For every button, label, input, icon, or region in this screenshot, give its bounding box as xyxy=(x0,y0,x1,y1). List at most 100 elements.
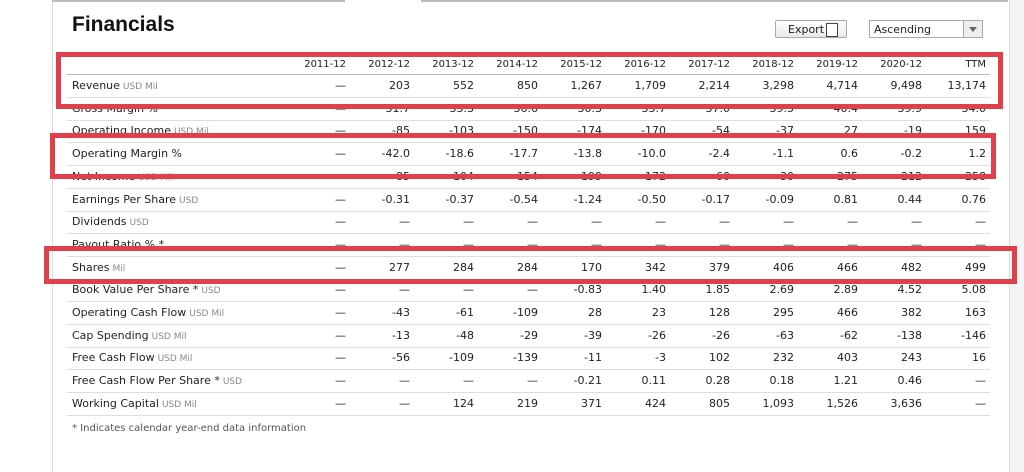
separator xyxy=(67,392,990,394)
separator xyxy=(67,233,990,235)
cell-value: -3 xyxy=(655,351,666,365)
export-button[interactable]: Export xyxy=(775,20,847,38)
cell-value: — xyxy=(335,215,346,229)
cell-value: -0.54 xyxy=(509,192,538,206)
cell-value: — xyxy=(399,237,410,251)
row-label: Free Cash Flow USD Mil xyxy=(72,351,192,366)
cell-value: — xyxy=(527,237,538,251)
cell-value: -18.6 xyxy=(445,147,474,161)
cell-value: 9,498 xyxy=(890,79,923,92)
cell-value: -61 xyxy=(456,306,474,319)
cell-value: 0.44 xyxy=(897,192,923,206)
cell-value: — xyxy=(847,215,858,229)
cell-value: 0.11 xyxy=(641,374,667,388)
row-label: Operating Margin % xyxy=(72,147,182,161)
cell-value: -26 xyxy=(712,328,730,342)
title: Financials xyxy=(72,13,175,36)
tab-line xyxy=(52,0,1008,2)
cell-value: 4.52 xyxy=(897,283,923,297)
cell-value: 0.81 xyxy=(833,192,859,206)
cell-value: 4,714 xyxy=(826,79,859,92)
cell-value: -26 xyxy=(648,328,666,342)
cell-value: 2.69 xyxy=(769,283,795,297)
unit: USD Mil xyxy=(161,399,197,410)
cell-value: 2.89 xyxy=(833,283,859,297)
label: Revenue xyxy=(72,79,120,92)
cell-value: -0.83 xyxy=(573,283,602,297)
cell-value: -0.37 xyxy=(445,192,474,206)
cell-value: 552 xyxy=(453,79,474,92)
cell-value: 466 xyxy=(837,306,858,319)
separator xyxy=(67,210,990,212)
column-header: 2013-12 xyxy=(432,59,474,70)
cell-value: 499 xyxy=(965,260,986,274)
cell-value: 1.40 xyxy=(641,283,667,297)
cell-value: 284 xyxy=(453,260,474,274)
column-header: 2019-12 xyxy=(816,59,858,70)
cell-value: -48 xyxy=(456,328,474,342)
cell-value: 406 xyxy=(773,260,794,274)
cell-value: -0.09 xyxy=(765,192,794,206)
separator xyxy=(67,97,990,98)
column-header: 2012-12 xyxy=(368,59,410,70)
cell-value: 382 xyxy=(901,306,922,319)
label: Earnings Per Share xyxy=(72,192,177,206)
row-label: Operating Cash Flow USD Mil xyxy=(72,306,224,321)
cell-value: — xyxy=(975,215,986,229)
row-label: Dividends USD xyxy=(72,215,149,230)
cell-value: — xyxy=(463,283,474,297)
row-label: Earnings Per Share USD xyxy=(72,193,198,208)
cell-value: -10.0 xyxy=(637,147,666,161)
label: Operating Cash Flow xyxy=(72,306,187,319)
column-header: TTM xyxy=(965,59,986,70)
separator xyxy=(67,369,990,371)
tab xyxy=(344,0,422,2)
cell-value: — xyxy=(399,283,410,297)
label: Operating Margin % xyxy=(72,147,183,161)
cell-value: 2,214 xyxy=(698,79,731,92)
cell-value: -42.0 xyxy=(381,147,410,161)
separator xyxy=(67,301,990,303)
row-label: Revenue USD Mil xyxy=(72,79,158,94)
cell-value: 342 xyxy=(645,260,666,274)
cell-value: — xyxy=(975,237,986,251)
unit: Mil xyxy=(112,263,126,274)
cell-value: 805 xyxy=(709,396,730,410)
label: Dividends xyxy=(72,215,127,229)
cell-value: 219 xyxy=(517,396,538,410)
cell-value: -0.21 xyxy=(573,374,602,388)
cell-value: -138 xyxy=(897,328,922,342)
cell-value: -17.7 xyxy=(509,147,538,161)
cell-value: -2.4 xyxy=(708,147,730,161)
cell-value: -0.50 xyxy=(637,192,666,206)
cell-value: — xyxy=(335,351,346,365)
cell-value: — xyxy=(591,237,602,251)
cell-value: 1.21 xyxy=(833,374,859,388)
cell-value: — xyxy=(335,260,346,274)
sort-select[interactable]: Ascending xyxy=(869,20,983,38)
cell-value: -109 xyxy=(513,306,538,319)
cell-value: 232 xyxy=(773,351,794,365)
cell-value: 128 xyxy=(709,306,730,319)
cell-value: 0.18 xyxy=(769,374,795,388)
unit: USD Mil xyxy=(173,127,209,138)
margin xyxy=(0,0,52,472)
export-label: Export xyxy=(788,23,825,36)
cell-value: 1.2 xyxy=(968,147,987,161)
cell-value: 170 xyxy=(581,260,602,274)
cell-value: — xyxy=(335,328,346,342)
cell-value: 379 xyxy=(709,260,730,274)
row-label: Shares Mil xyxy=(72,261,125,276)
cell-value: 0.46 xyxy=(897,374,923,388)
cell-value: — xyxy=(335,124,346,138)
cell-value: 1,709 xyxy=(634,79,667,92)
cell-value: — xyxy=(399,396,410,410)
column-header: 2014-12 xyxy=(496,59,538,70)
cell-value: — xyxy=(591,215,602,229)
cell-value: — xyxy=(463,237,474,251)
separator xyxy=(67,414,990,416)
cell-value: — xyxy=(335,79,346,92)
cell-value: — xyxy=(335,192,346,206)
column-header: 2020-12 xyxy=(880,59,922,70)
